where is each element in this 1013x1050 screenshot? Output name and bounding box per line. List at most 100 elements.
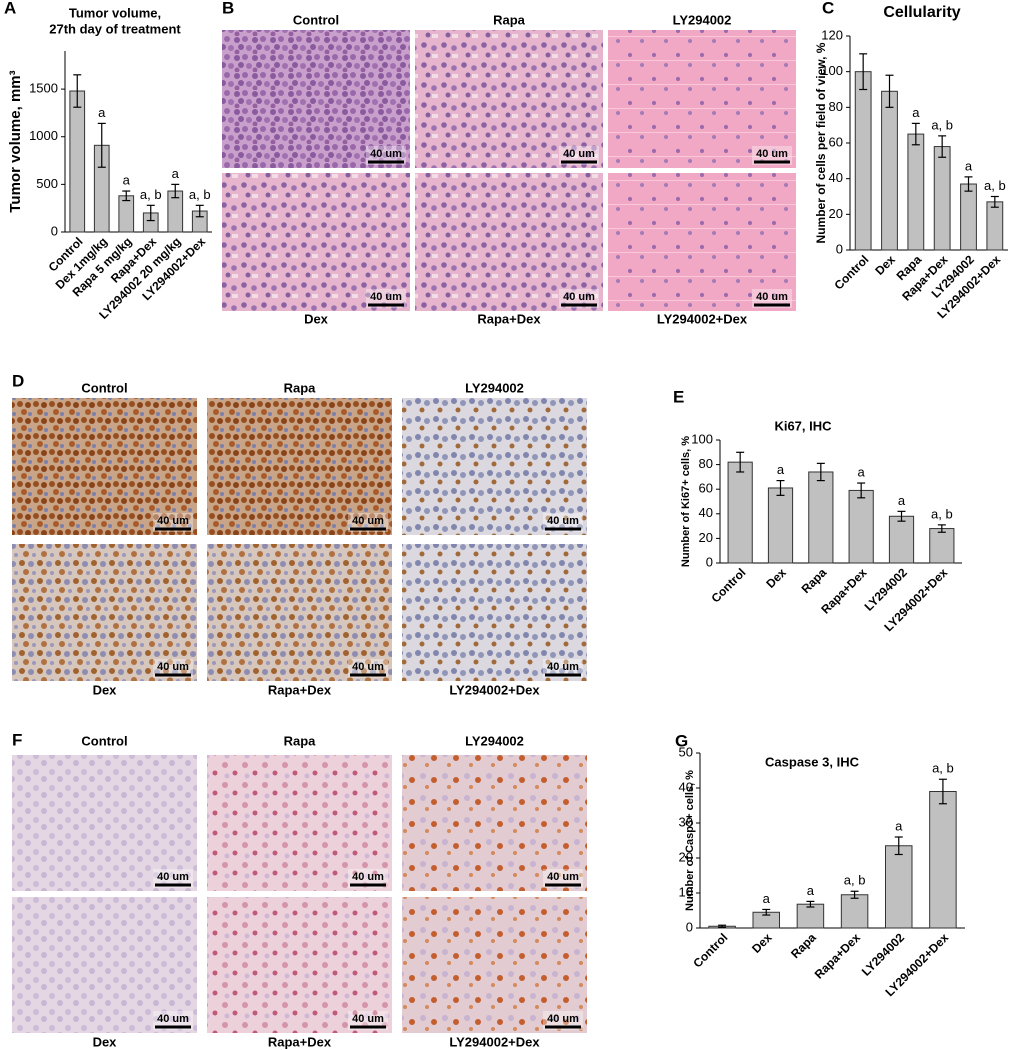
error-bar	[806, 900, 815, 908]
chart-title: Ki67, IHC	[774, 418, 832, 433]
bar	[929, 528, 955, 564]
micrograph	[12, 544, 197, 681]
scale-bar-label: 40 um	[157, 1013, 189, 1025]
error-bar	[897, 510, 906, 522]
y-tick-label: 100	[821, 63, 843, 78]
micrograph-label: Rapa	[284, 733, 317, 748]
scale-bar-backdrop	[153, 869, 193, 888]
error-bar	[859, 53, 868, 91]
scale-bar-backdrop	[543, 659, 583, 678]
scale-bar-label: 40 um	[352, 1013, 384, 1025]
y-tick-label: 80	[829, 99, 843, 114]
x-tick-label: Control	[831, 252, 871, 292]
bar	[929, 791, 957, 929]
error-bar	[146, 204, 155, 222]
error-bar	[195, 204, 204, 218]
micrograph	[402, 544, 587, 681]
scale-bar-backdrop	[153, 513, 193, 532]
y-tick-label: 20	[829, 206, 843, 221]
panel-letter: B	[222, 0, 234, 17]
x-tick-label: Rapa	[799, 565, 830, 596]
bar	[727, 461, 753, 564]
scale-bar-label: 40 um	[547, 661, 579, 673]
scale-bar-backdrop	[348, 1011, 388, 1030]
bar	[848, 489, 874, 564]
scale-bar-label: 40 um	[352, 871, 384, 883]
significance-label: a, b	[984, 178, 1006, 193]
significance-label: a, b	[931, 117, 953, 132]
error-bar	[850, 890, 859, 899]
significance-label: a	[763, 891, 771, 906]
error-bar	[990, 195, 999, 208]
x-tick-label: Control	[690, 930, 730, 970]
y-tick-label: 50	[679, 744, 693, 759]
scale-bar-label: 40 um	[563, 148, 595, 160]
bar	[840, 894, 869, 929]
micrograph	[12, 897, 197, 1033]
bar	[888, 515, 915, 564]
error-bar	[736, 451, 745, 473]
micrograph-label: Rapa+Dex	[268, 682, 332, 697]
micrograph-label: Dex	[304, 311, 329, 326]
significance-label: a	[895, 818, 903, 833]
bar	[796, 903, 825, 929]
scale-bar-backdrop	[366, 289, 406, 308]
significance-label: a	[898, 493, 906, 508]
significance-label: a, b	[931, 506, 953, 521]
micrograph	[207, 398, 392, 535]
micrograph	[222, 30, 410, 168]
scale-bar-backdrop	[559, 146, 599, 165]
micrograph-label: Rapa+Dex	[477, 311, 541, 326]
error-bar	[73, 74, 82, 108]
y-tick-label: 0	[706, 554, 713, 569]
error-bar	[894, 836, 903, 856]
micrograph-label: Rapa	[493, 12, 526, 27]
chart-title: Tumor volume,	[69, 5, 161, 20]
micrograph-label: Dex	[93, 682, 118, 697]
micrograph	[608, 30, 796, 168]
y-axis-label: Number of Casp3+ cells, %	[684, 770, 696, 911]
error-bar	[937, 524, 946, 533]
panel-letter: D	[12, 371, 24, 390]
y-axis-label: Tumor volume, mm³	[7, 70, 24, 212]
error-bar	[938, 778, 947, 805]
error-bar	[171, 183, 180, 199]
x-tick-label: Dex	[763, 565, 789, 591]
y-tick-label: 40	[699, 505, 713, 520]
error-bar	[964, 176, 973, 192]
scale-bar-label: 40 um	[547, 1013, 579, 1025]
bar	[118, 195, 135, 233]
y-tick-label: 30	[679, 814, 693, 829]
bar	[907, 133, 925, 251]
x-tick-label: Dex	[749, 930, 775, 956]
scale-bar-label: 40 um	[756, 291, 788, 303]
error-bar	[885, 74, 894, 108]
scale-bar-backdrop	[543, 513, 583, 532]
scale-bar-label: 40 um	[547, 871, 579, 883]
micrograph-label: LY294002	[465, 380, 524, 395]
panel-letter: E	[673, 387, 684, 406]
error-bar	[857, 482, 866, 499]
significance-label: a, b	[140, 187, 162, 202]
micrograph-label: Rapa+Dex	[268, 1034, 332, 1049]
significance-label: a, b	[932, 761, 954, 776]
y-tick-label: 20	[679, 849, 693, 864]
error-bar	[97, 122, 106, 168]
scale-bar-label: 40 um	[157, 515, 189, 527]
micrograph-label: Dex	[93, 1034, 118, 1049]
scale-bar-backdrop	[153, 1011, 193, 1030]
scale-bar-label: 40 um	[157, 661, 189, 673]
y-tick-label: 1500	[29, 81, 58, 96]
error-bar	[762, 908, 771, 916]
y-axis-label: Number of Ki67+ cells, %	[680, 436, 692, 567]
micrograph-label: LY294002+Dex	[449, 682, 540, 697]
panel-letter: F	[12, 730, 22, 749]
y-tick-label: 60	[699, 481, 713, 496]
significance-label: a, b	[844, 873, 866, 888]
scale-bar-backdrop	[559, 289, 599, 308]
micrograph	[402, 755, 587, 891]
scale-bar-label: 40 um	[157, 871, 189, 883]
y-tick-label: 0	[686, 919, 693, 934]
scale-bar-label: 40 um	[370, 148, 402, 160]
